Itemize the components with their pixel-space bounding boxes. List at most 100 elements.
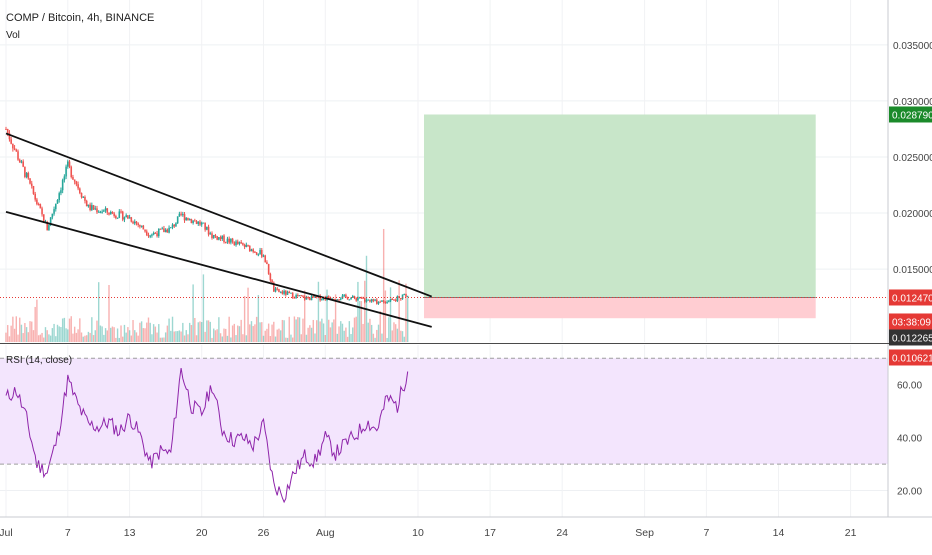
candle-body bbox=[63, 176, 66, 181]
channel-upper-line bbox=[5, 132, 433, 298]
candle-body bbox=[374, 299, 376, 301]
candle-body bbox=[84, 196, 86, 201]
candle-body bbox=[200, 222, 203, 225]
candle-body bbox=[248, 245, 251, 252]
candle-body bbox=[355, 298, 357, 301]
candle-body bbox=[257, 254, 260, 256]
volume-bar bbox=[163, 337, 165, 342]
volume-bar bbox=[242, 334, 244, 342]
candle-body bbox=[154, 232, 157, 234]
volume-bar bbox=[111, 326, 114, 342]
volume-bar bbox=[113, 327, 115, 342]
volume-bar bbox=[243, 296, 246, 342]
volume-bar bbox=[298, 317, 301, 342]
candle-body bbox=[369, 299, 371, 302]
candle-body bbox=[211, 233, 213, 239]
candle-body bbox=[116, 217, 119, 219]
volume-bar bbox=[384, 290, 387, 342]
price-tick-label: 0.035000 bbox=[893, 41, 932, 52]
rsi-legend[interactable]: RSI (14, close) bbox=[6, 355, 73, 366]
candle-body bbox=[192, 220, 194, 224]
volume-bar bbox=[391, 330, 393, 342]
symbol-title[interactable]: COMP / Bitcoin, 4h, BINANCE bbox=[6, 12, 155, 24]
candle-body bbox=[235, 241, 237, 246]
volume-bar bbox=[10, 325, 12, 342]
candle-body bbox=[221, 235, 224, 239]
volume-bar bbox=[364, 280, 366, 342]
volume-bar bbox=[55, 336, 57, 342]
candle-body bbox=[39, 204, 42, 209]
volume-bar bbox=[316, 320, 318, 342]
volume-bar bbox=[211, 337, 213, 342]
volume-bar bbox=[168, 318, 170, 342]
candle-body bbox=[18, 159, 21, 163]
volume-bar bbox=[68, 318, 71, 342]
volume-bar bbox=[225, 328, 227, 342]
candle-body bbox=[219, 237, 222, 239]
volume-bar bbox=[230, 337, 232, 342]
candle-body bbox=[393, 299, 395, 301]
volume-bar bbox=[295, 319, 297, 342]
rsi-band bbox=[0, 358, 888, 465]
time-tick-label: 24 bbox=[556, 527, 568, 539]
candlesticks bbox=[5, 126, 409, 305]
volume-bar bbox=[388, 317, 390, 342]
volume-bar bbox=[254, 324, 256, 342]
volume-bar bbox=[91, 317, 93, 342]
volume-bar bbox=[118, 337, 120, 342]
volume-bar bbox=[190, 325, 193, 342]
volume-bar bbox=[106, 330, 108, 342]
candle-body bbox=[49, 217, 52, 226]
volume-bar bbox=[319, 321, 321, 342]
volume-bar bbox=[108, 285, 110, 342]
volume-bar bbox=[226, 335, 229, 342]
candle-body bbox=[240, 242, 242, 244]
volume-bar bbox=[140, 321, 143, 342]
volume-bar bbox=[357, 281, 359, 342]
rsi-axis-labels[interactable]: 60.00 40.00 20.00 bbox=[897, 381, 922, 498]
axes bbox=[0, 0, 932, 518]
volume-bar bbox=[396, 328, 399, 342]
candle-body bbox=[252, 249, 254, 252]
rsi-tick-label: 40.00 bbox=[897, 434, 922, 445]
stop-badge bbox=[889, 349, 932, 366]
candle-body bbox=[140, 225, 143, 227]
volume-bar bbox=[128, 330, 131, 342]
candle-body bbox=[67, 161, 69, 167]
volume-bar bbox=[252, 326, 254, 342]
volume-bar bbox=[291, 337, 294, 342]
long-position-tool[interactable] bbox=[424, 114, 816, 319]
volume-bar bbox=[382, 228, 385, 342]
volume-bar bbox=[67, 329, 69, 342]
volume-bar bbox=[20, 324, 23, 342]
volume-bar bbox=[31, 321, 33, 342]
candle-body bbox=[394, 299, 397, 301]
trend-channel[interactable] bbox=[5, 132, 433, 328]
candle-body bbox=[187, 217, 189, 221]
volume-bar bbox=[305, 334, 308, 342]
candle-body bbox=[183, 214, 186, 221]
candle-body bbox=[99, 211, 102, 213]
volume-bar bbox=[304, 290, 306, 342]
candle-body bbox=[13, 148, 16, 150]
candle-body bbox=[245, 244, 248, 247]
candle-body bbox=[137, 223, 139, 226]
volume-bar bbox=[13, 328, 16, 342]
candle-body bbox=[223, 235, 225, 243]
price-axis-labels[interactable]: 0.035000 0.030000 0.025000 0.020000 0.015000 bbox=[893, 41, 932, 276]
time-axis-labels[interactable]: Jul 7 13 20 26 Aug 10 17 24 Sep 7 14 21 bbox=[0, 527, 857, 539]
volume-legend[interactable]: Vol bbox=[6, 30, 20, 41]
volume-bar bbox=[175, 331, 177, 342]
candle-body bbox=[382, 300, 385, 302]
volume-bars bbox=[5, 228, 409, 342]
volume-bar bbox=[400, 330, 402, 342]
candle-body bbox=[233, 241, 236, 246]
level-badge-label: 0.012265 bbox=[892, 333, 932, 344]
volume-bar bbox=[32, 330, 35, 342]
candle-body bbox=[178, 213, 181, 217]
candle-body bbox=[365, 299, 368, 302]
volume-bar bbox=[29, 321, 31, 342]
candle-body bbox=[103, 210, 105, 212]
